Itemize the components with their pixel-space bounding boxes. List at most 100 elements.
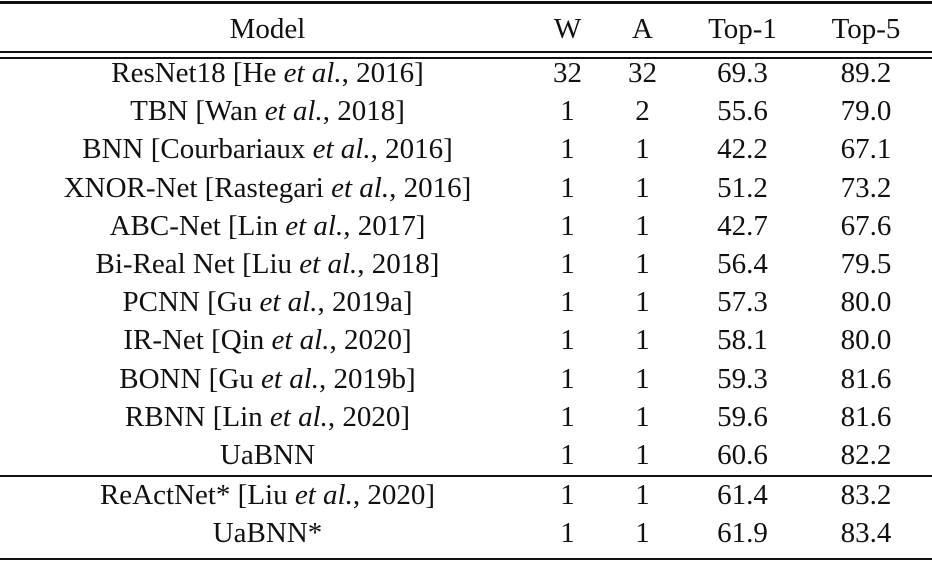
model-citation-italic: et al. [299,248,358,280]
header-cell: Model [229,13,306,45]
rule [0,557,932,561]
model-text: UaBNN* [212,517,323,550]
model-text: , 2018] [322,95,405,128]
model-cell: UaBNN [20,436,515,474]
rule [0,51,932,53]
model-text: Bi-Real Net [Liu [95,248,300,280]
value-cell: 82.2 [840,439,892,471]
value-cell: 1 [560,133,575,166]
value-cell: 59.6 [717,400,768,433]
model-cell: IR-Net [Qin et al., 2020] [20,321,515,359]
model-citation-italic: et al. [312,133,371,166]
model-text: , 2016] [370,133,453,166]
value-cell: 32 [628,57,657,89]
value-cell: 55.6 [717,95,768,128]
value-cell: 1 [560,479,575,512]
value-cell: 89.2 [840,57,892,89]
header-cell: A [632,13,653,45]
value-cell: 1 [560,439,575,471]
model-cell: ResNet18 [He et al., 2016] [20,54,515,92]
value-cell: 2 [635,95,650,128]
value-cell: 1 [635,286,650,319]
value-cell: 83.2 [840,479,892,512]
model-text: , 2020] [327,400,411,433]
model-text: XNOR-Net [Rastegari [63,171,332,204]
header-cell: Top-5 [831,13,901,45]
value-cell: 79.0 [840,95,892,128]
model-text: , 2016] [341,57,424,89]
model-cell: ReActNet* [Liu et al., 2020] [20,476,515,514]
value-cell: 1 [560,171,575,204]
value-cell: 51.2 [717,171,768,204]
rule [0,57,932,59]
model-text: UaBNN [219,439,316,471]
model-text: , 2017] [343,209,426,242]
value-cell: 80.0 [840,324,892,357]
value-cell: 32 [553,57,582,89]
rule [0,475,932,477]
value-cell: 1 [635,362,650,395]
model-citation-italic: et al. [285,209,344,242]
value-cell: 69.3 [717,57,768,89]
value-cell: 79.5 [840,248,892,280]
value-cell: 1 [560,400,575,433]
value-cell: 1 [635,171,650,204]
model-citation-italic: et al. [264,95,323,128]
model-text: , 2016] [389,171,472,204]
value-cell: 1 [635,479,650,512]
model-text: , 2018] [357,248,440,280]
model-citation-italic: et al. [269,400,328,433]
model-text: , 2020] [352,479,436,512]
value-cell: 83.4 [840,517,892,550]
value-cell: 1 [635,248,650,280]
model-cell: BNN [Courbariaux et al., 2016] [20,130,515,168]
value-cell: 1 [560,362,575,395]
model-text: RBNN [Lin [124,400,270,433]
model-text: , 2019b] [319,362,416,395]
value-cell: 1 [560,248,575,280]
value-cell: 1 [560,324,575,357]
model-cell: RBNN [Lin et al., 2020] [20,398,515,436]
model-text: PCNN [Gu [122,286,260,319]
model-cell: BONN [Gu et al., 2019b] [20,360,515,398]
model-text: IR-Net [Qin [123,324,272,357]
header-cell: Top-1 [708,13,777,45]
value-cell: 42.7 [717,209,768,242]
model-cell: UaBNN* [20,514,515,552]
model-text: ResNet18 [He [111,57,284,89]
value-cell: 1 [560,286,575,319]
value-cell: 60.6 [717,439,768,471]
value-cell: 1 [560,95,575,128]
rule [0,1,932,4]
value-cell: 1 [560,517,575,550]
value-cell: 61.4 [717,479,768,512]
value-cell: 1 [635,439,650,471]
value-cell: 1 [635,400,650,433]
value-cell: 67.6 [840,209,892,242]
model-citation-italic: et al. [261,362,320,395]
value-cell: 57.3 [717,286,768,319]
model-text: BONN [Gu [119,362,262,395]
model-text: TBN [Wan [130,95,265,128]
value-cell: 61.9 [717,517,768,550]
model-cell: ABC-Net [Lin et al., 2017] [20,207,515,245]
model-citation-italic: et al. [331,171,390,204]
value-cell: 73.2 [840,171,892,204]
model-cell: PCNN [Gu et al., 2019a] [20,283,515,321]
value-cell: 58.1 [717,324,768,357]
model-text: ABC-Net [Lin [109,209,286,242]
value-cell: 1 [635,517,650,550]
header-cell: W [553,13,582,45]
model-citation-italic: et al. [259,286,318,319]
model-cell: Bi-Real Net [Liu et al., 2018] [20,245,515,283]
value-cell: 59.3 [717,362,768,395]
value-cell: 1 [635,133,650,166]
model-text: BNN [Courbariaux [82,133,313,166]
value-cell: 67.1 [840,133,892,166]
value-cell: 81.6 [840,362,892,395]
value-cell: 1 [635,324,650,357]
value-cell: 42.2 [717,133,768,166]
value-cell: 1 [560,209,575,242]
model-text: , 2019a] [317,286,413,319]
